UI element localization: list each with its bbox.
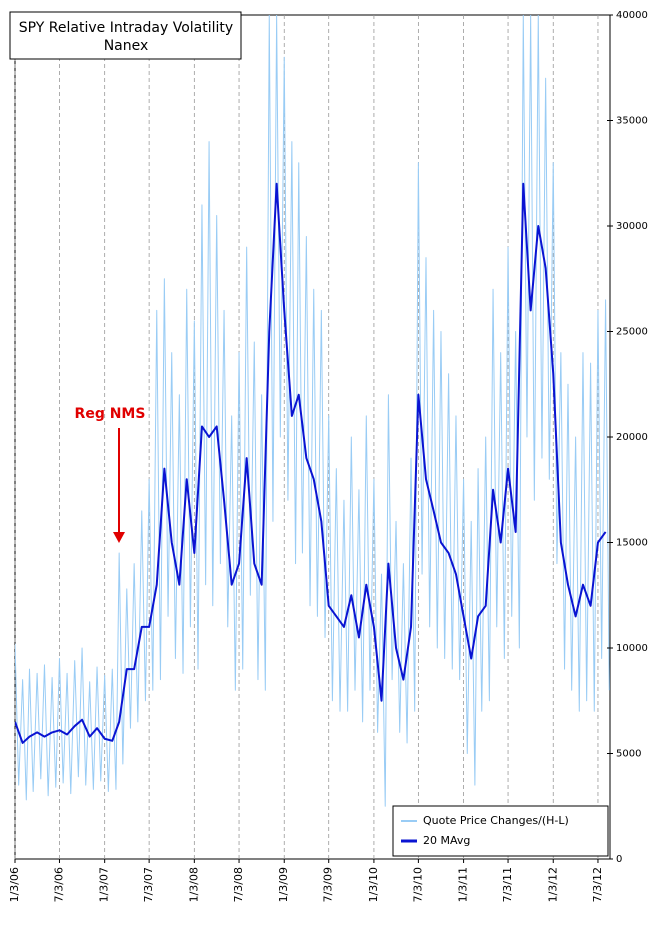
x-tick-label: 7/3/09 [322, 867, 335, 902]
grid [14, 15, 599, 859]
y-tick-label: 35000 [616, 116, 648, 127]
legend-label: Quote Price Changes/(H-L) [423, 814, 569, 827]
chart-title: SPY Relative Intraday Volatility [19, 20, 233, 36]
x-tick-label: 1/3/10 [367, 867, 380, 902]
x-tick-label: 1/3/06 [8, 867, 21, 902]
x-tick-label: 7/3/07 [142, 867, 155, 902]
legend: Quote Price Changes/(H-L) 20 MAvg [392, 805, 609, 857]
x-tick-label: 1/3/09 [277, 867, 290, 902]
x-tick-label: 1/3/08 [187, 867, 200, 902]
x-tick-label: 7/3/12 [591, 867, 604, 902]
series-line [15, 182, 607, 744]
chart-subtitle: Nanex [104, 38, 149, 54]
title-box [9, 11, 242, 60]
y-tick-label: 40000 [616, 10, 648, 21]
x-tick-label: 1/3/11 [457, 867, 470, 902]
x-tick-label: 1/3/12 [546, 867, 559, 902]
y-tick-label: 20000 [616, 432, 648, 443]
x-tick-label: 7/3/11 [501, 867, 514, 902]
y-tick-label: 15000 [616, 538, 648, 549]
y-tick-label: 5000 [616, 749, 641, 760]
y-tick-label: 25000 [616, 327, 648, 338]
annotation-arrowhead [113, 532, 125, 543]
x-tick-label: 7/3/06 [52, 867, 65, 902]
annotation: Reg NMS [75, 406, 146, 422]
legend-box [392, 805, 609, 857]
y-tick-label: 10000 [616, 643, 648, 654]
lines [15, 15, 610, 807]
legend-label: 20 MAvg [423, 834, 470, 847]
axes: 1/3/06 7/3/06 1/3/07 7/3/07 1/3/08 7/3/08 1/3/… [8, 10, 648, 902]
series-line [15, 15, 610, 807]
y-tick-label: 0 [616, 854, 622, 865]
y-tick-label: 30000 [616, 221, 648, 232]
x-tick-label: 1/3/07 [98, 867, 111, 902]
x-tick-label: 7/3/10 [411, 867, 424, 902]
x-tick-label: 7/3/08 [232, 867, 245, 902]
